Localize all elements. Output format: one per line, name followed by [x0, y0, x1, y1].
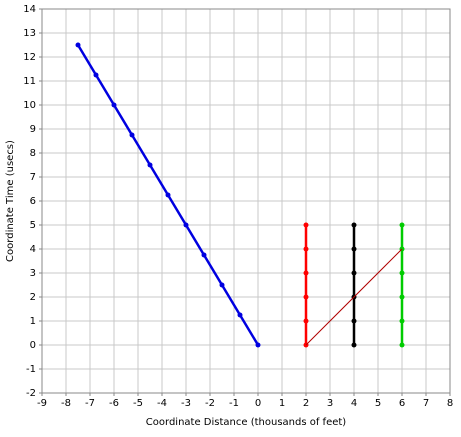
x-tick-label: -2: [205, 398, 215, 409]
data-point: [303, 318, 309, 324]
x-tick-label: -8: [61, 398, 71, 409]
data-point: [399, 342, 405, 348]
x-tick-label: -9: [37, 398, 47, 409]
y-tick-label: 6: [30, 196, 36, 207]
data-point: [351, 246, 357, 252]
y-axis-label: Coordinate Time (usecs): [5, 140, 16, 262]
y-tick-label: 3: [30, 268, 36, 279]
x-tick-label: -1: [229, 398, 239, 409]
x-tick-label: 3: [327, 398, 333, 409]
data-point: [237, 312, 243, 318]
data-point: [399, 294, 405, 300]
y-tick-label: 5: [30, 220, 36, 231]
x-tick-label: 6: [399, 398, 405, 409]
y-tick-label: 9: [30, 124, 36, 135]
y-tick-label: 1: [30, 316, 36, 327]
y-tick-label: 12: [23, 52, 36, 63]
x-tick-label: 8: [447, 398, 453, 409]
x-tick-label: 7: [423, 398, 429, 409]
data-point: [93, 72, 99, 78]
data-point: [399, 270, 405, 276]
data-point: [165, 192, 171, 198]
data-point: [111, 102, 117, 108]
y-tick-label: 13: [23, 28, 36, 39]
y-tick-label: 8: [30, 148, 36, 159]
data-point: [351, 342, 357, 348]
data-point: [303, 270, 309, 276]
x-tick-label: -6: [109, 398, 119, 409]
data-point: [399, 318, 405, 324]
y-tick-label: 11: [23, 76, 36, 87]
data-point: [351, 270, 357, 276]
x-tick-label: -5: [133, 398, 143, 409]
y-tick-label: 14: [23, 4, 36, 15]
y-tick-label: 2: [30, 292, 36, 303]
y-tick-label: 7: [30, 172, 36, 183]
data-point: [147, 162, 153, 168]
data-point: [75, 42, 81, 48]
x-tick-label: 1: [279, 398, 285, 409]
x-tick-label: -4: [157, 398, 167, 409]
data-point: [303, 294, 309, 300]
series-line: [305, 248, 403, 346]
data-point: [183, 222, 189, 228]
x-tick-label: 4: [351, 398, 357, 409]
x-tick-label: -3: [181, 398, 191, 409]
data-point: [303, 222, 309, 228]
x-axis-label: Coordinate Distance (thousands of feet): [146, 417, 346, 428]
data-point: [201, 252, 207, 258]
x-tick-label: 0: [255, 398, 261, 409]
data-point: [303, 246, 309, 252]
y-tick-label: 10: [23, 100, 36, 111]
x-tick-label: -7: [85, 398, 95, 409]
data-point: [351, 318, 357, 324]
data-point: [399, 222, 405, 228]
y-tick-label: 0: [30, 340, 36, 351]
y-tick-label: -1: [26, 364, 36, 375]
data-point: [255, 342, 261, 348]
data-point: [351, 222, 357, 228]
x-tick-label: 5: [375, 398, 381, 409]
data-point: [219, 282, 225, 288]
series-layer: [75, 42, 405, 348]
y-tick-label: 4: [30, 244, 36, 255]
y-tick-label: -2: [26, 388, 36, 399]
x-tick-label: 2: [303, 398, 309, 409]
data-point: [129, 132, 135, 138]
